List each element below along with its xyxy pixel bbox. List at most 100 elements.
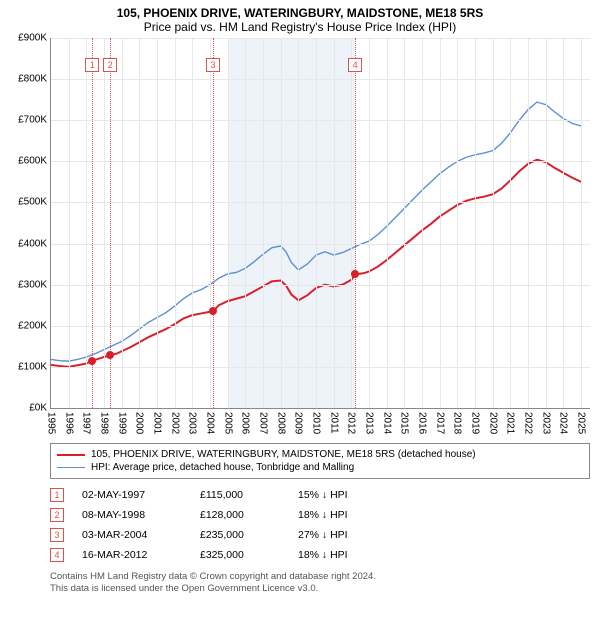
sale-marker-box: 4 bbox=[348, 58, 362, 72]
chart-lines-svg bbox=[51, 38, 590, 408]
sale-marker-box: 1 bbox=[85, 58, 99, 72]
x-tick-label: 2002 bbox=[169, 412, 180, 434]
x-gridline bbox=[334, 38, 335, 408]
chart-title: 105, PHOENIX DRIVE, WATERINGBURY, MAIDST… bbox=[0, 0, 600, 20]
sales-row-date: 02-MAY-1997 bbox=[82, 489, 182, 501]
x-tick-label: 2012 bbox=[346, 412, 357, 434]
x-gridline bbox=[440, 38, 441, 408]
y-gridline bbox=[51, 161, 590, 162]
x-gridline bbox=[387, 38, 388, 408]
legend-label: HPI: Average price, detached house, Tonb… bbox=[91, 462, 354, 473]
x-gridline bbox=[298, 38, 299, 408]
sale-marker-box: 2 bbox=[103, 58, 117, 72]
x-tick-label: 2020 bbox=[487, 412, 498, 434]
x-tick-label: 1999 bbox=[116, 412, 127, 434]
x-gridline bbox=[210, 38, 211, 408]
x-gridline bbox=[351, 38, 352, 408]
x-tick-label: 2022 bbox=[523, 412, 534, 434]
x-tick-label: 1997 bbox=[81, 412, 92, 434]
sales-row-diff: 18% ↓ HPI bbox=[298, 549, 398, 561]
legend-label: 105, PHOENIX DRIVE, WATERINGBURY, MAIDST… bbox=[91, 449, 476, 460]
y-gridline bbox=[51, 202, 590, 203]
x-gridline bbox=[245, 38, 246, 408]
x-tick-label: 2015 bbox=[399, 412, 410, 434]
x-gridline bbox=[546, 38, 547, 408]
sale-marker-vline bbox=[355, 38, 356, 408]
sales-row-price: £128,000 bbox=[200, 509, 280, 521]
sales-row-date: 03-MAR-2004 bbox=[82, 529, 182, 541]
y-gridline bbox=[51, 367, 590, 368]
sales-row-marker: 4 bbox=[50, 548, 64, 562]
sale-marker-dot bbox=[88, 357, 96, 365]
sales-row: 2 08-MAY-1998 £128,000 18% ↓ HPI bbox=[50, 505, 590, 525]
y-tick-label: £900K bbox=[18, 33, 47, 44]
y-tick-label: £200K bbox=[18, 320, 47, 331]
x-tick-label: 2025 bbox=[576, 412, 587, 434]
x-gridline bbox=[69, 38, 70, 408]
sales-row-date: 08-MAY-1998 bbox=[82, 509, 182, 521]
sales-row: 1 02-MAY-1997 £115,000 15% ↓ HPI bbox=[50, 485, 590, 505]
x-gridline bbox=[316, 38, 317, 408]
x-gridline bbox=[404, 38, 405, 408]
x-gridline bbox=[510, 38, 511, 408]
x-gridline bbox=[175, 38, 176, 408]
y-gridline bbox=[51, 38, 590, 39]
sale-marker-box: 3 bbox=[206, 58, 220, 72]
x-tick-label: 2011 bbox=[328, 412, 339, 434]
legend-swatch bbox=[57, 454, 85, 456]
sales-row-diff: 18% ↓ HPI bbox=[298, 509, 398, 521]
sale-marker-dot bbox=[106, 351, 114, 359]
sales-row-price: £235,000 bbox=[200, 529, 280, 541]
y-tick-label: £500K bbox=[18, 197, 47, 208]
x-tick-label: 2006 bbox=[240, 412, 251, 434]
x-tick-label: 2021 bbox=[505, 412, 516, 434]
footnote-line-2: This data is licensed under the Open Gov… bbox=[50, 583, 318, 594]
sales-row-price: £115,000 bbox=[200, 489, 280, 501]
y-tick-label: £600K bbox=[18, 156, 47, 167]
x-gridline bbox=[281, 38, 282, 408]
y-gridline bbox=[51, 79, 590, 80]
sales-row: 303-MAR-2004£235,00027% ↓ HPI bbox=[50, 525, 590, 545]
y-gridline bbox=[51, 244, 590, 245]
sale-marker-vline bbox=[213, 38, 214, 408]
x-tick-label: 2007 bbox=[258, 412, 269, 434]
sales-table: 1 02-MAY-1997 £115,000 15% ↓ HPI 2 08-MAY-199… bbox=[50, 485, 590, 565]
x-gridline bbox=[157, 38, 158, 408]
x-tick-label: 2001 bbox=[152, 412, 163, 434]
x-tick-label: 2000 bbox=[134, 412, 145, 434]
x-tick-label: 2019 bbox=[470, 412, 481, 434]
chart-subtitle: Price paid vs. HM Land Registry's House … bbox=[0, 20, 600, 38]
sales-row-marker: 1 bbox=[50, 488, 64, 502]
chart-container: 105, PHOENIX DRIVE, WATERINGBURY, MAIDST… bbox=[0, 0, 600, 620]
x-tick-label: 2018 bbox=[452, 412, 463, 434]
x-gridline bbox=[422, 38, 423, 408]
x-gridline bbox=[563, 38, 564, 408]
x-gridline bbox=[104, 38, 105, 408]
legend-item: 105, PHOENIX DRIVE, WATERINGBURY, MAIDST… bbox=[57, 448, 583, 461]
sales-row-price: £325,000 bbox=[200, 549, 280, 561]
x-gridline bbox=[475, 38, 476, 408]
x-gridline bbox=[122, 38, 123, 408]
y-gridline bbox=[51, 326, 590, 327]
chart-legend: 105, PHOENIX DRIVE, WATERINGBURY, MAIDST… bbox=[50, 443, 590, 479]
y-tick-label: £400K bbox=[18, 238, 47, 249]
x-tick-label: 2024 bbox=[558, 412, 569, 434]
x-tick-label: 2017 bbox=[434, 412, 445, 434]
sales-row-diff: 15% ↓ HPI bbox=[298, 489, 398, 501]
y-gridline bbox=[51, 120, 590, 121]
x-gridline bbox=[528, 38, 529, 408]
sales-row-marker: 2 bbox=[50, 508, 64, 522]
footnote: Contains HM Land Registry data © Crown c… bbox=[50, 571, 590, 595]
x-tick-label: 2014 bbox=[381, 412, 392, 434]
x-gridline bbox=[493, 38, 494, 408]
x-gridline bbox=[581, 38, 582, 408]
x-tick-label: 2023 bbox=[540, 412, 551, 434]
x-tick-label: 2009 bbox=[293, 412, 304, 434]
legend-swatch bbox=[57, 467, 85, 468]
x-gridline bbox=[228, 38, 229, 408]
x-gridline bbox=[263, 38, 264, 408]
x-gridline bbox=[457, 38, 458, 408]
x-gridline bbox=[192, 38, 193, 408]
sale-marker-vline bbox=[92, 38, 93, 408]
y-tick-label: £700K bbox=[18, 115, 47, 126]
